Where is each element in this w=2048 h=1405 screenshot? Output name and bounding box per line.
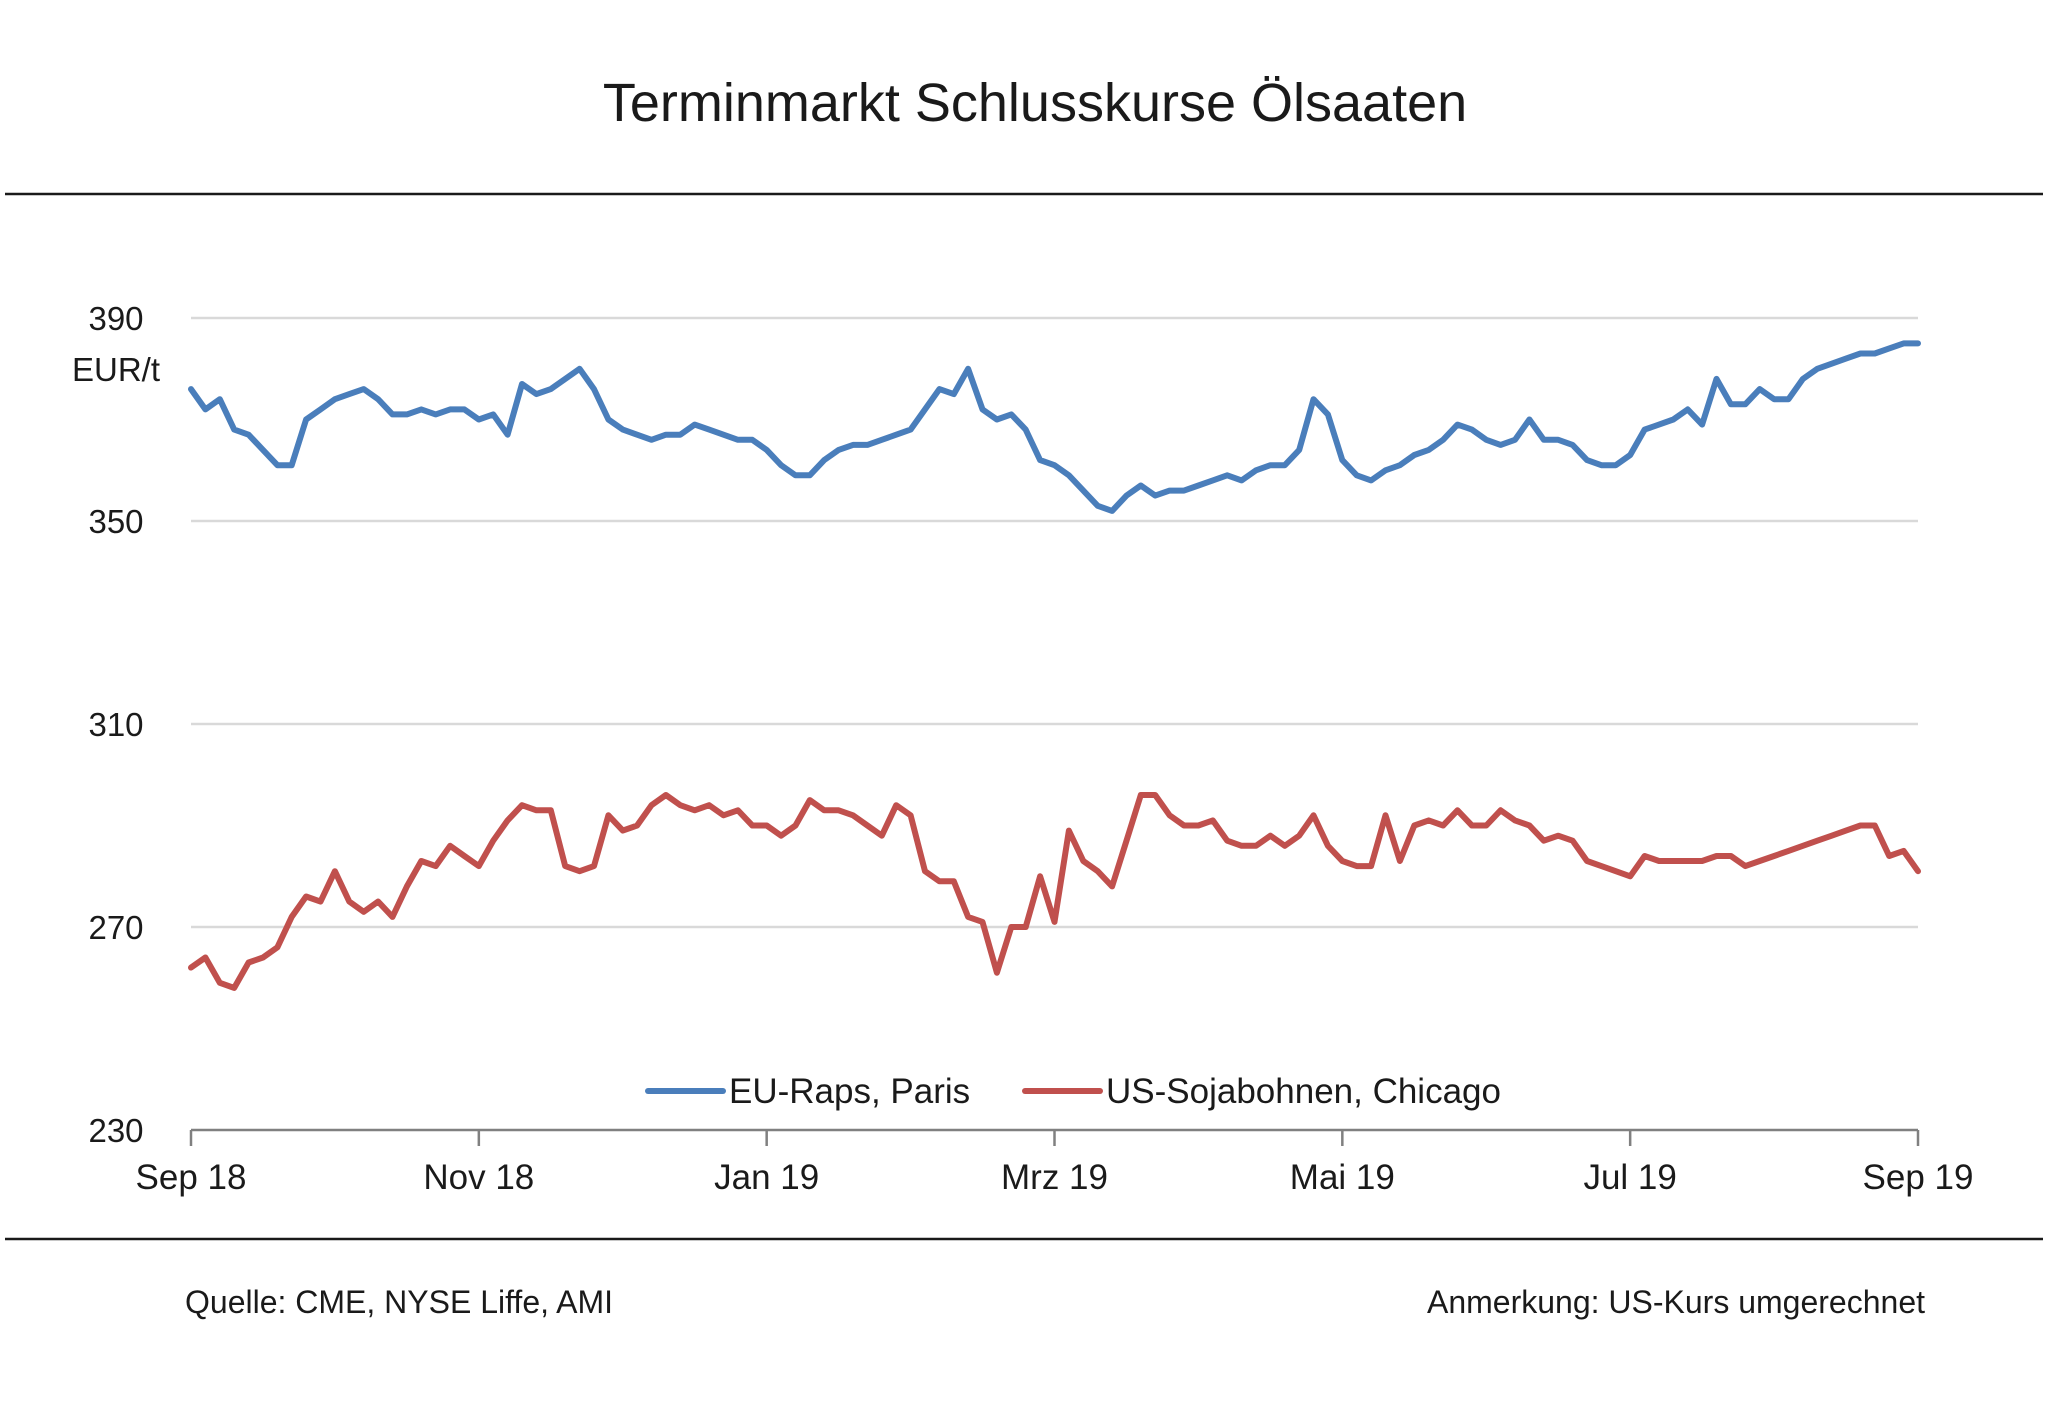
source-note: Quelle: CME, NYSE Liffe, AMI xyxy=(185,1284,613,1320)
remark-note: Anmerkung: US-Kurs umgerechnet xyxy=(1427,1284,1925,1320)
x-tick-label: Sep 18 xyxy=(136,1158,247,1197)
y-tick-label: 230 xyxy=(88,1112,143,1149)
series-line-eu-raps xyxy=(188,340,1921,514)
y-tick-label: 310 xyxy=(88,706,143,743)
series-lines xyxy=(188,340,1921,991)
y-axis-unit-label: EUR/t xyxy=(72,351,160,388)
x-tick-label: Mai 19 xyxy=(1290,1158,1395,1197)
y-tick-label: 350 xyxy=(88,503,143,540)
chart-title: Terminmarkt Schlusskurse Ölsaaten xyxy=(603,73,1467,133)
y-tick-label: 390 xyxy=(88,300,143,337)
legend: EU-Raps, Paris US-Sojabohnen, Chicago xyxy=(645,1072,1501,1111)
y-tick-label: 270 xyxy=(88,909,143,946)
axes: 390 350 310 270 230 Sep 18 Nov 18 Jan 19 Mrz 19 M… xyxy=(88,300,1973,1197)
x-tick-label: Jan 19 xyxy=(714,1158,819,1197)
grid-lines xyxy=(191,316,1918,929)
x-tick-label: Sep 19 xyxy=(1863,1158,1974,1197)
legend-label: US-Sojabohnen, Chicago xyxy=(1106,1072,1501,1111)
series-line-us-soja xyxy=(188,792,1921,991)
legend-label: EU-Raps, Paris xyxy=(729,1072,970,1111)
x-tick-label: Mrz 19 xyxy=(1001,1158,1108,1197)
x-tick-label: Jul 19 xyxy=(1583,1158,1676,1197)
x-tick-label: Nov 18 xyxy=(423,1158,534,1197)
